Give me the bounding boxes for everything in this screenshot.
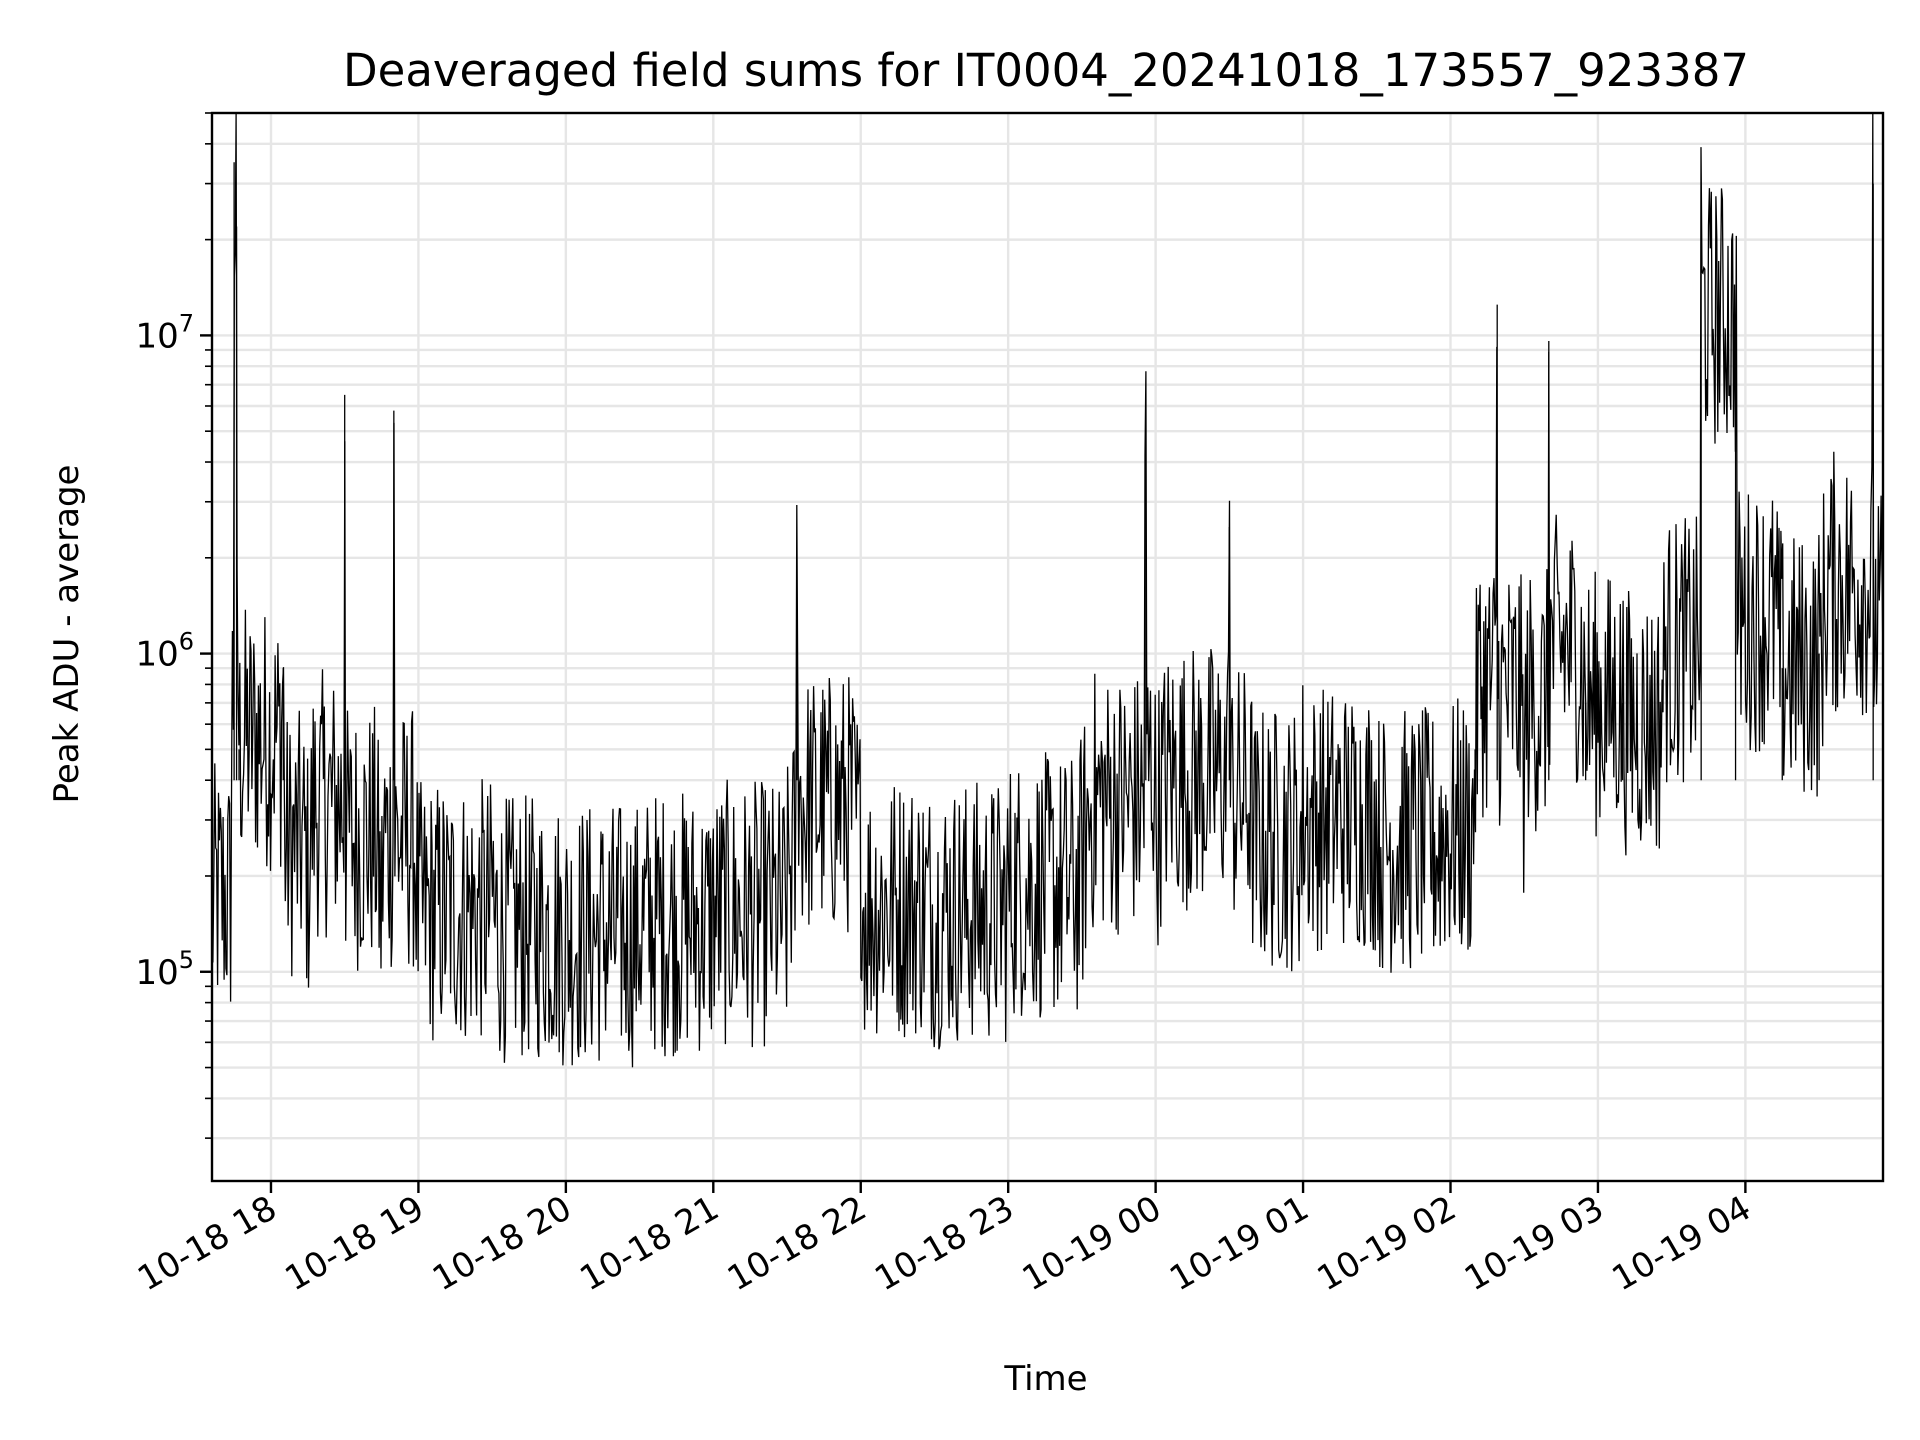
plot-frame — [210, 111, 1885, 1183]
x-tick-label: 10-19 04 — [1605, 1188, 1757, 1299]
chart-title: Deaveraged field sums for IT0004_2024101… — [343, 44, 1749, 97]
y-tick-label: 106 — [135, 628, 194, 675]
x-tick-label: 10-18 18 — [131, 1188, 283, 1299]
x-axis-label: Time — [1003, 1359, 1087, 1399]
series-line — [211, 112, 1884, 1068]
x-tick-label: 10-19 01 — [1163, 1188, 1315, 1299]
y-axis: 105 106 107 — [135, 112, 212, 1139]
x-tick-label: 10-18 23 — [868, 1188, 1020, 1299]
x-tick-label: 10-19 02 — [1311, 1188, 1463, 1299]
x-tick-label: 10-18 19 — [279, 1188, 431, 1299]
x-tick-label: 10-18 20 — [426, 1188, 578, 1299]
y-tick-label: 107 — [135, 309, 194, 356]
y-axis-label: Peak ADU - average — [47, 465, 87, 804]
x-tick-label: 10-18 22 — [721, 1188, 873, 1299]
grid — [212, 111, 1883, 1181]
series-layer — [211, 112, 1884, 1068]
x-tick-label: 10-19 00 — [1016, 1188, 1168, 1299]
x-tick-label: 10-19 03 — [1458, 1188, 1610, 1299]
y-tick-label: 105 — [135, 946, 194, 993]
x-tick-label: 10-18 21 — [573, 1188, 725, 1299]
